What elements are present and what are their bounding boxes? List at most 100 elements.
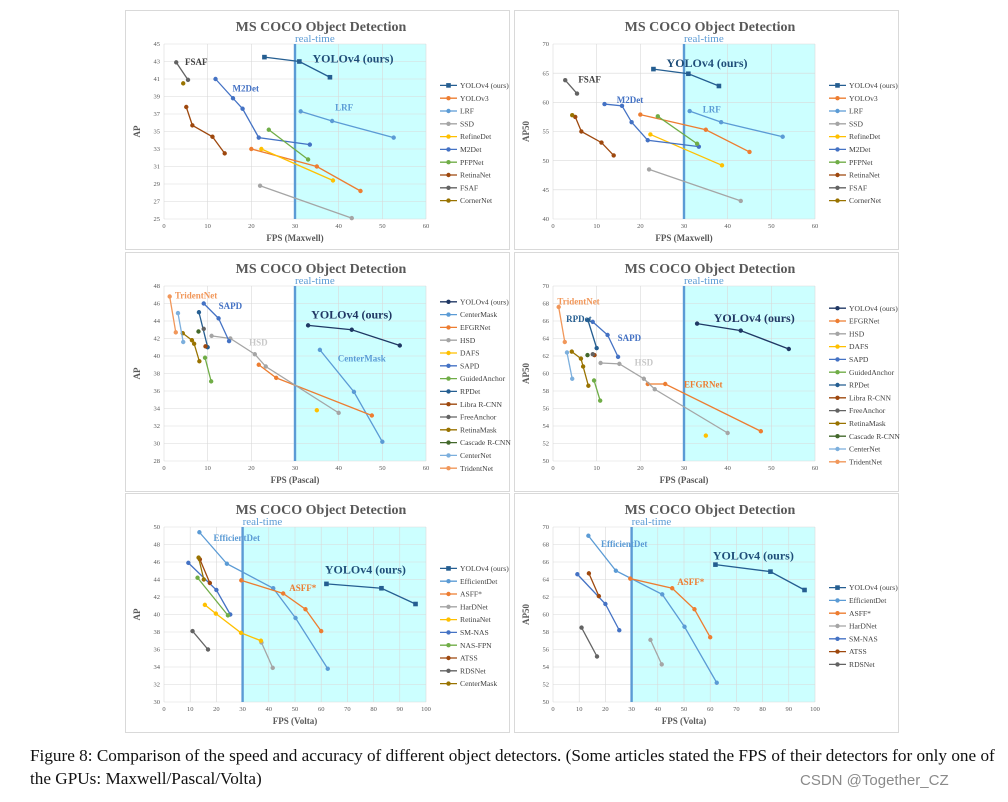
- x-tick-label: 50: [379, 465, 386, 472]
- data-point: [256, 135, 261, 140]
- data-point: [645, 138, 650, 143]
- y-tick-label: 50: [543, 158, 550, 165]
- legend-marker: [446, 325, 451, 330]
- series-freeanchor: [590, 352, 595, 357]
- data-point: [646, 167, 652, 172]
- data-point: [258, 638, 264, 643]
- data-point: [257, 183, 263, 188]
- legend-marker: [835, 662, 840, 667]
- chart-annotation: LRF: [335, 103, 354, 113]
- data-point: [802, 587, 807, 593]
- data-point: [391, 135, 396, 140]
- legend-label: DAFS: [460, 349, 479, 358]
- x-tick-label: 20: [602, 706, 609, 713]
- data-point: [329, 118, 335, 124]
- chart-pascal-ap50: 0 10 20 30 40 50 60 50 52 54 56 58 60 62 64 66 68 70 real-…: [521, 262, 900, 485]
- legend-marker: [835, 408, 840, 413]
- chart-annotation: CenterMask: [338, 353, 386, 363]
- chart-title: MS COCO Object Detection: [625, 20, 796, 35]
- y-tick-label: 40: [154, 612, 161, 619]
- legend-marker: [835, 172, 840, 178]
- legend-label: EfficientDet: [849, 596, 887, 605]
- chart-annotation: RPDet: [566, 314, 592, 324]
- data-point: [317, 347, 323, 353]
- chart-title: MS COCO Object Detection: [236, 262, 407, 277]
- data-point: [207, 580, 213, 586]
- legend-marker: [446, 172, 451, 178]
- series-tridentnet: [556, 304, 567, 345]
- data-point: [336, 410, 341, 416]
- data-point: [570, 112, 575, 118]
- x-tick-label: 50: [768, 465, 775, 472]
- data-point: [210, 134, 215, 139]
- legend-label: YOLOv4 (ours): [849, 583, 898, 592]
- legend-marker: [446, 185, 451, 190]
- y-tick-label: 32: [154, 423, 161, 430]
- legend-label: CornerNet: [460, 196, 493, 205]
- legend-marker: [446, 579, 451, 584]
- legend-label: M2Det: [460, 145, 482, 154]
- data-point: [682, 624, 687, 629]
- y-tick-label: 68: [543, 301, 550, 308]
- data-point: [694, 141, 700, 146]
- legend-marker: [835, 395, 840, 400]
- x-tick-label: 100: [810, 706, 820, 713]
- legend-label: CenterNet: [460, 451, 492, 460]
- legend-marker: [835, 134, 840, 139]
- series-line: [571, 351, 589, 386]
- x-tick-label: 40: [724, 223, 731, 230]
- legend-label: YOLOv3: [460, 94, 489, 103]
- series-line: [187, 562, 231, 615]
- data-point: [314, 164, 320, 169]
- series-line: [630, 577, 711, 638]
- legend-label: HarDNet: [849, 622, 878, 631]
- y-tick-label: 65: [543, 70, 550, 77]
- chart-panel-volta-ap: 0 10 20 30 40 50 60 70 80 90 100 30 32 34 36 38 40 42 44 46…: [125, 493, 510, 733]
- series-sapd: [590, 319, 621, 360]
- data-point: [611, 153, 616, 158]
- legend-label: YOLOv4 (ours): [849, 304, 898, 313]
- legend-label: EfficientDet: [460, 577, 498, 586]
- x-tick-label: 100: [421, 706, 431, 713]
- data-point: [670, 586, 675, 591]
- legend-marker: [446, 376, 451, 381]
- data-point: [714, 680, 719, 685]
- y-tick-label: 45: [543, 187, 550, 194]
- data-point: [694, 321, 700, 326]
- series-hardnet: [648, 637, 664, 667]
- data-point: [556, 304, 561, 310]
- y-tick-label: 34: [154, 664, 161, 671]
- series-ssd: [257, 183, 354, 221]
- series-sapd: [201, 301, 232, 344]
- series-cornernet: [570, 112, 575, 118]
- series-yolov4-ours-: [262, 54, 333, 80]
- chart-annotation: M2Det: [617, 95, 643, 105]
- data-point: [380, 439, 385, 444]
- data-point: [574, 91, 580, 96]
- data-point: [586, 571, 592, 576]
- data-point: [594, 654, 600, 659]
- series-guidedanchor: [202, 355, 214, 384]
- x-tick-label: 40: [335, 465, 342, 472]
- series-retinanet: [184, 104, 227, 156]
- chart-annotation: YOLOv4 (ours): [312, 51, 393, 65]
- legend-label: RetinaMask: [849, 419, 886, 428]
- x-tick-label: 0: [162, 223, 165, 230]
- series-line: [197, 577, 229, 616]
- series-line: [574, 116, 615, 156]
- chart-annotation: EFGRNet: [684, 380, 723, 390]
- legend-label: YOLOv4 (ours): [460, 564, 509, 573]
- chart-annotation: YOLOv4 (ours): [667, 56, 748, 70]
- y-axis-label: AP: [132, 125, 142, 137]
- series-centernet: [564, 350, 575, 381]
- y-tick-label: 62: [543, 594, 550, 601]
- x-tick-label: 0: [162, 706, 165, 713]
- data-point: [718, 119, 724, 125]
- data-point: [256, 362, 261, 367]
- x-tick-label: 50: [379, 223, 386, 230]
- legend-label: SM-NAS: [460, 628, 489, 637]
- y-tick-label: 56: [543, 647, 550, 654]
- chart-panel-pascal-ap: 0 10 20 30 40 50 60 28 30 32 34 36 38 40 42 44 46 48 real-…: [125, 252, 511, 492]
- legend-marker: [446, 108, 451, 114]
- data-point: [598, 360, 603, 366]
